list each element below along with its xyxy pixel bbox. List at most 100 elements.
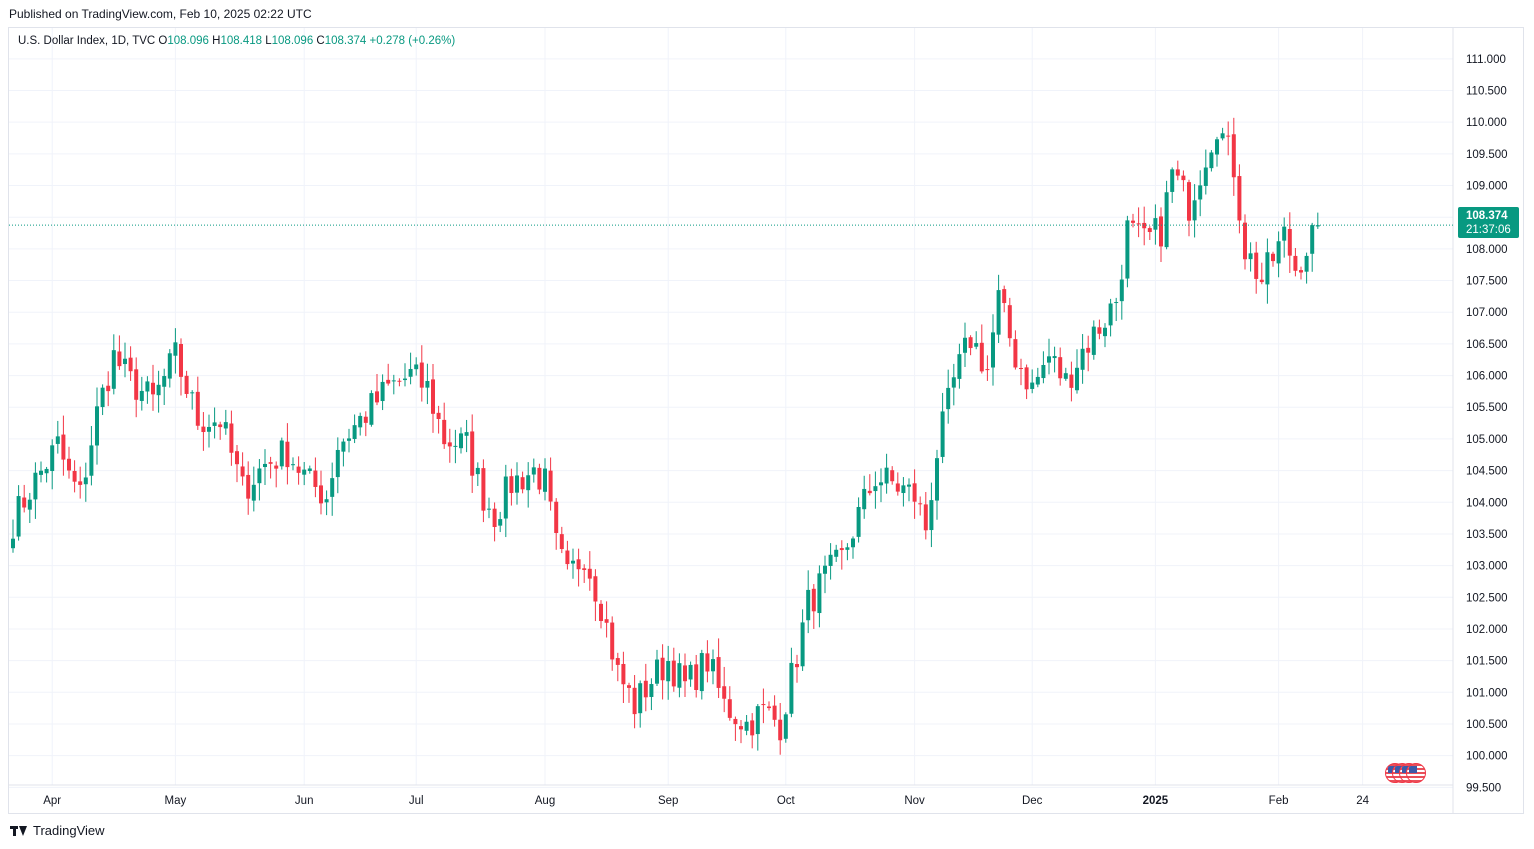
economic-events-flags[interactable] <box>1385 763 1433 783</box>
candle-body <box>352 425 357 439</box>
candle-body <box>996 290 1001 335</box>
candle-body <box>67 458 71 471</box>
candle-body <box>397 380 402 382</box>
footer-brand[interactable]: TradingView <box>10 823 105 838</box>
candle-body <box>1131 220 1135 223</box>
candle-body <box>705 653 710 672</box>
candle-body <box>279 440 284 467</box>
candle-body <box>817 573 822 614</box>
candle-body <box>324 499 329 503</box>
candle-body <box>834 549 839 557</box>
candle-body <box>582 568 587 571</box>
candle-body <box>867 490 872 494</box>
candle-body <box>772 705 777 720</box>
candle-body <box>319 485 323 504</box>
candle-body <box>1287 228 1292 256</box>
candle-body <box>128 357 133 372</box>
close-value: 108.374 <box>324 35 367 47</box>
candle-body <box>95 406 99 446</box>
candle-body <box>1220 133 1225 139</box>
candle-body <box>660 657 665 681</box>
candle-body <box>688 664 693 680</box>
candle-body <box>1125 220 1130 279</box>
candle-body <box>1091 326 1096 355</box>
candle-body <box>229 423 234 453</box>
x-tick-label: Nov <box>904 795 925 807</box>
candle-body <box>935 458 939 501</box>
candle-body <box>783 714 788 739</box>
y-tick-label: 108.000 <box>1466 244 1508 256</box>
candle-body <box>1304 255 1309 272</box>
y-tick-label: 106.000 <box>1466 371 1508 383</box>
candle-body <box>223 422 228 429</box>
candle-body <box>789 662 794 714</box>
x-tick-label: Apr <box>43 795 61 807</box>
high-label: H <box>212 35 221 47</box>
candle-body <box>1119 279 1124 302</box>
candle-body <box>11 538 15 549</box>
y-tick-label: 104.000 <box>1466 497 1508 509</box>
candle-body <box>487 508 491 510</box>
candle-body <box>251 484 256 501</box>
candle-body <box>139 390 144 401</box>
y-tick-label: 109.000 <box>1466 181 1508 193</box>
candle-body <box>1002 289 1007 304</box>
candle-body <box>509 476 514 494</box>
y-tick-label: 102.500 <box>1466 592 1508 604</box>
candle-body <box>856 507 861 537</box>
candle-body <box>907 484 911 487</box>
candle-body <box>179 343 183 377</box>
x-tick-label: Sep <box>658 795 678 807</box>
candle-body <box>263 463 267 468</box>
candle-body <box>879 482 883 486</box>
candle-body <box>16 496 21 537</box>
open-label: O <box>158 35 168 47</box>
chart-frame[interactable] <box>8 27 1524 814</box>
y-tick-label: 100.000 <box>1466 751 1508 763</box>
candle-body <box>89 445 94 476</box>
candle-body <box>100 387 105 408</box>
candle-body <box>1013 339 1018 368</box>
candle-body <box>1187 182 1191 221</box>
candle-body <box>537 467 542 490</box>
candle-body <box>190 392 195 394</box>
candle-body <box>291 464 295 466</box>
candle-body <box>666 661 671 682</box>
open-value: 108.096 <box>167 35 209 47</box>
candle-body <box>571 560 575 564</box>
candle-body <box>649 684 654 697</box>
candle-body <box>951 377 956 388</box>
candle-body <box>156 384 161 396</box>
candle-body <box>403 378 407 381</box>
candle-body <box>453 445 458 447</box>
candle-body <box>1052 356 1057 359</box>
tradingview-logo-icon <box>10 825 29 837</box>
candle-body <box>923 504 928 531</box>
candle-body <box>957 354 962 379</box>
x-tick-label: Jun <box>295 795 314 807</box>
candle-body <box>1198 185 1203 200</box>
candle-body <box>50 445 55 472</box>
candle-body <box>106 385 111 392</box>
candle-body <box>884 467 889 484</box>
candle-body <box>274 465 279 469</box>
candle-body <box>632 687 637 715</box>
candle-body <box>1293 255 1298 271</box>
candle-body <box>985 369 990 371</box>
candle-body <box>1226 135 1231 137</box>
candle-body <box>1007 305 1012 339</box>
candle-body <box>895 483 900 492</box>
candle-body <box>134 369 139 400</box>
candle-body <box>744 721 749 731</box>
candle-body <box>671 660 676 687</box>
candle-body <box>1215 139 1219 155</box>
candle-body <box>78 481 83 485</box>
candle-body <box>1170 169 1175 192</box>
candle-body <box>621 663 626 685</box>
candle-body <box>1019 367 1023 369</box>
us-flag-icon[interactable] <box>1406 763 1426 783</box>
candle-body <box>599 603 603 621</box>
candle-body <box>643 680 648 698</box>
x-tick-label: Feb <box>1269 795 1289 807</box>
